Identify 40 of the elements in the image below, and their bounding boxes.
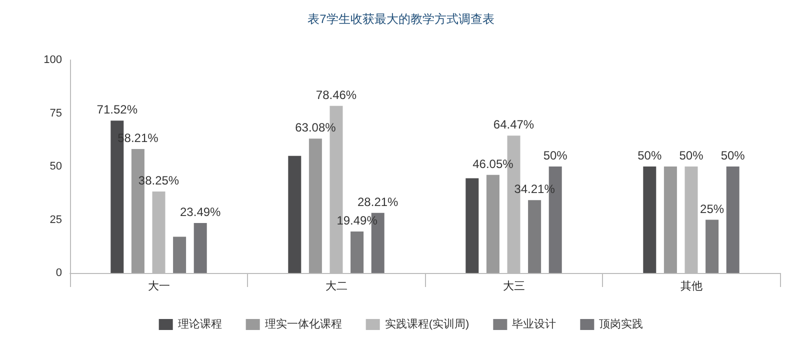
bar [726,166,740,273]
chart-title: 表7学生收获最大的教学方式调查表 [308,12,494,26]
data-label: 46.05% [472,156,514,171]
legend-label: 顶岗实践 [599,318,644,330]
bar [288,156,302,273]
legend-label: 理实一体化课程 [264,318,342,330]
bar [173,236,186,273]
bar [664,166,677,273]
legend-label: 实践课程(实训周) [384,318,470,330]
y-tick-label: 100 [44,54,62,66]
bar [486,174,500,273]
data-label: 25% [700,202,724,216]
x-tick-label: 大三 [502,280,525,292]
x-tick-label: 大一 [148,280,170,292]
data-label: 50% [720,148,746,162]
y-tick-label: 50 [50,160,62,172]
bar [350,231,364,273]
bar [308,138,322,273]
bar [466,178,479,273]
y-tick-label: 75 [50,107,62,120]
bar [194,222,207,273]
bar [643,166,656,273]
data-label: 38.25% [138,174,180,188]
data-label: 23.49% [180,204,222,219]
data-label: 50% [679,148,704,162]
bar [706,220,719,273]
legend-label: 毕业设计 [512,318,556,330]
x-tick-label: 大二 [325,280,348,292]
y-tick-label: 0 [56,267,62,279]
y-tick-label: 25 [50,214,62,226]
legend-label: 理论课程 [178,318,222,330]
data-label: 71.52% [96,102,138,117]
bar [528,200,542,273]
data-label: 64.47% [493,118,534,132]
data-label: 63.08% [295,120,336,135]
data-label: 50% [638,148,662,162]
data-label: 78.46% [316,88,357,102]
data-label: 28.21% [358,194,399,209]
data-label: 50% [543,148,568,162]
x-tick-label: 其他 [680,280,702,292]
